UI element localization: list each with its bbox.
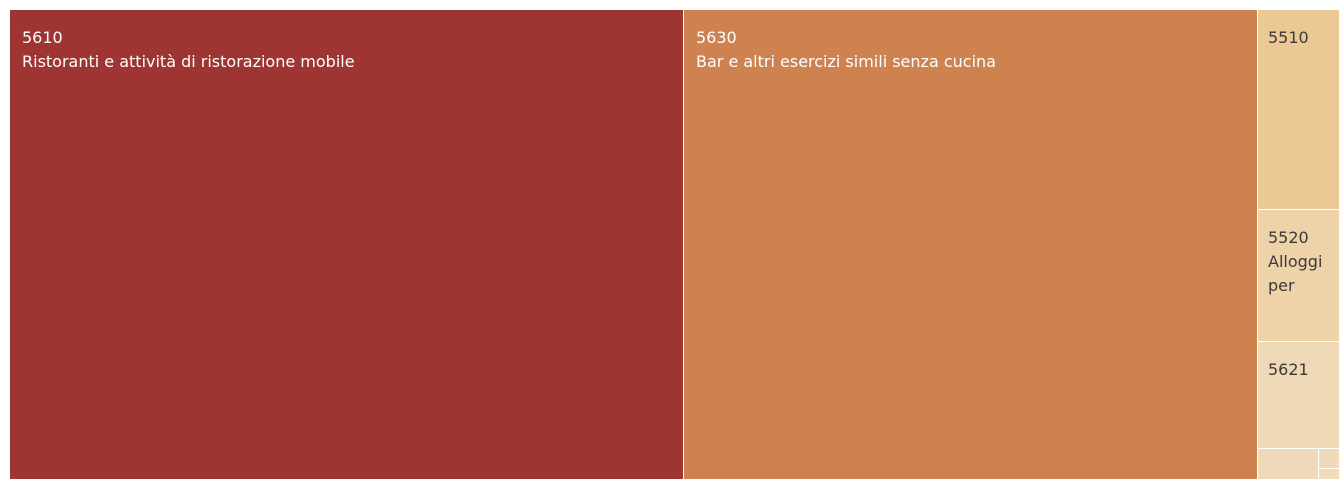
tile-label: 5520 Alloggi per <box>1268 226 1337 298</box>
tile-code: 5610 <box>22 28 63 47</box>
treemap-tile[interactable] <box>1258 449 1318 479</box>
treemap-tile[interactable]: 5520 Alloggi per <box>1258 210 1339 341</box>
tile-code: 5510 <box>1268 28 1309 47</box>
tile-name: Alloggi per <box>1268 252 1323 295</box>
treemap-tile[interactable]: 5621 <box>1258 342 1339 448</box>
treemap-tile[interactable] <box>1319 449 1339 468</box>
tile-label: 5610 Ristoranti e attività di ristorazion… <box>22 26 681 74</box>
tile-label: 5630 Bar e altri esercizi simili senza cu… <box>696 26 1255 74</box>
tile-code: 5621 <box>1268 360 1309 379</box>
tile-label: 5510 <box>1268 26 1337 50</box>
treemap-tile[interactable]: 5610 Ristoranti e attività di ristorazion… <box>10 10 683 479</box>
tile-code: 5630 <box>696 28 737 47</box>
tile-name: Bar e altri esercizi simili senza cucina <box>696 52 996 71</box>
treemap-tile[interactable]: 5510 <box>1258 10 1339 209</box>
tile-label: 5621 <box>1268 358 1337 382</box>
treemap-tile[interactable]: 5630 Bar e altri esercizi simili senza cu… <box>684 10 1257 479</box>
treemap-tile[interactable] <box>1319 469 1339 479</box>
tile-code: 5520 <box>1268 228 1309 247</box>
tile-name: Ristoranti e attività di ristorazione mo… <box>22 52 355 71</box>
